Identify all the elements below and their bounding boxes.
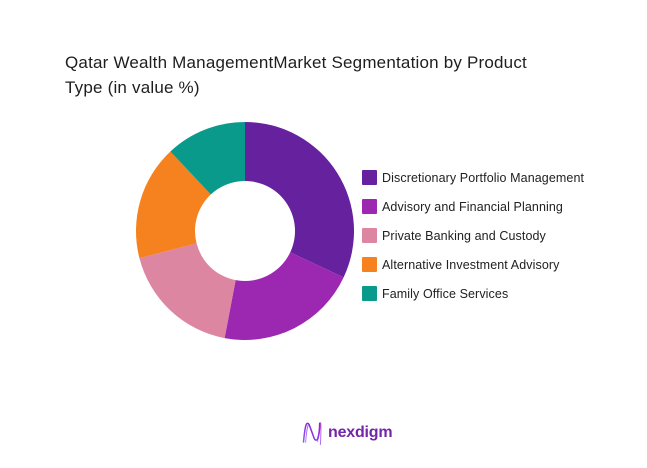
nexdigm-logo: nexdigm [300, 419, 393, 447]
legend-swatch [362, 228, 377, 243]
legend-label: Family Office Services [382, 286, 509, 301]
donut-slice-3 [139, 243, 236, 339]
legend-label: Private Banking and Custody [382, 228, 546, 243]
nexdigm-logo-text: nexdigm [328, 424, 393, 441]
donut-slice-4 [135, 151, 211, 259]
legend-swatch [362, 170, 377, 185]
legend-swatch [362, 257, 377, 272]
legend-item: Private Banking and Custody [362, 228, 584, 243]
legend-item: Family Office Services [362, 286, 584, 301]
donut-slice-2 [224, 252, 344, 341]
legend-item: Discretionary Portfolio Management [362, 170, 584, 185]
legend-label: Discretionary Portfolio Management [382, 170, 585, 185]
legend-swatch [362, 199, 377, 214]
chart-title-line2: Type (in value %) [65, 77, 200, 97]
chart-title: Qatar Wealth ManagementMarket Segmentati… [65, 51, 625, 100]
chart-legend: Discretionary Portfolio Management Advis… [362, 170, 584, 301]
legend-label: Advisory and Financial Planning [382, 199, 563, 214]
legend-item: Alternative Investment Advisory [362, 257, 584, 272]
donut-chart [135, 122, 355, 341]
legend-swatch [362, 286, 377, 301]
donut-slice-1 [245, 122, 355, 278]
chart-title-line1: Qatar Wealth ManagementMarket Segmentati… [65, 53, 527, 72]
nexdigm-n-icon [302, 422, 322, 446]
legend-item: Advisory and Financial Planning [362, 199, 584, 214]
donut-slice-5 [170, 122, 245, 195]
legend-label: Alternative Investment Advisory [382, 257, 560, 272]
